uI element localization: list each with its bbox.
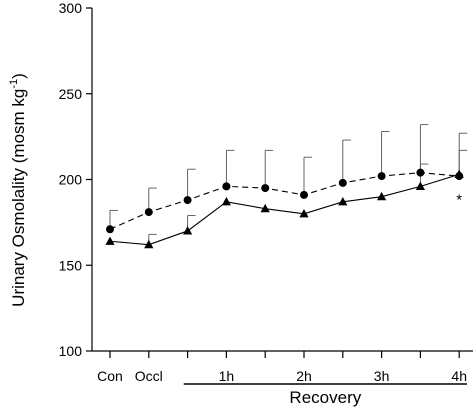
x-tick-label-2h: 2h <box>296 368 312 384</box>
error-bars <box>109 124 468 245</box>
y-axis-label: Urinary Osmolality (mosm kg-1) <box>8 73 28 307</box>
point-circle-1 <box>144 208 153 217</box>
y-tick-label-300: 300 <box>59 0 83 16</box>
y-tick-label-150: 150 <box>59 257 83 273</box>
y-tick-label-100: 100 <box>59 343 83 359</box>
point-circle-8 <box>416 168 425 177</box>
point-circle-3 <box>222 182 231 191</box>
y-tick-label-250: 250 <box>59 86 83 102</box>
significance-asterisk-0: * <box>456 191 462 208</box>
point-circle-7 <box>377 172 386 181</box>
y-axis-label-sup: -1 <box>8 79 20 89</box>
series-markers <box>105 168 464 249</box>
point-triangle-2 <box>183 226 193 235</box>
x-tick-label-1h: 1h <box>219 368 235 384</box>
y-axis-label-close: ) <box>9 73 28 79</box>
y-axis-label-main: Urinary Osmolality (mosm kg <box>9 89 28 307</box>
point-triangle-3 <box>221 196 231 206</box>
point-circle-2 <box>183 196 192 205</box>
point-triangle-1 <box>144 239 154 249</box>
series-line-triangle <box>109 173 460 246</box>
x-tick-label-occl: Occl <box>135 368 163 384</box>
series-line-circle <box>109 172 460 230</box>
tick-labels: 100 150 200 250 300 Con Occl 1h 2h 3h 4h Recovery * <box>59 0 467 407</box>
x-tick-label-4h: 4h <box>451 368 467 384</box>
point-triangle-6 <box>338 196 348 206</box>
x-tick-label-3h: 3h <box>374 368 390 384</box>
point-circle-0 <box>106 225 114 234</box>
axes <box>86 7 473 385</box>
point-triangle-4 <box>260 203 270 213</box>
point-circle-4 <box>261 184 270 193</box>
point-triangle-0 <box>105 236 115 245</box>
recovery-label: Recovery <box>289 388 361 407</box>
point-triangle-5 <box>299 209 309 218</box>
point-triangle-7 <box>377 191 387 201</box>
point-circle-5 <box>300 190 308 199</box>
point-triangle-8 <box>415 181 425 190</box>
x-tick-label-con: Con <box>97 368 123 384</box>
point-triangle-9 <box>454 169 464 178</box>
series-lines <box>109 172 460 246</box>
point-circle-6 <box>338 178 347 187</box>
y-tick-label-200: 200 <box>59 172 83 188</box>
